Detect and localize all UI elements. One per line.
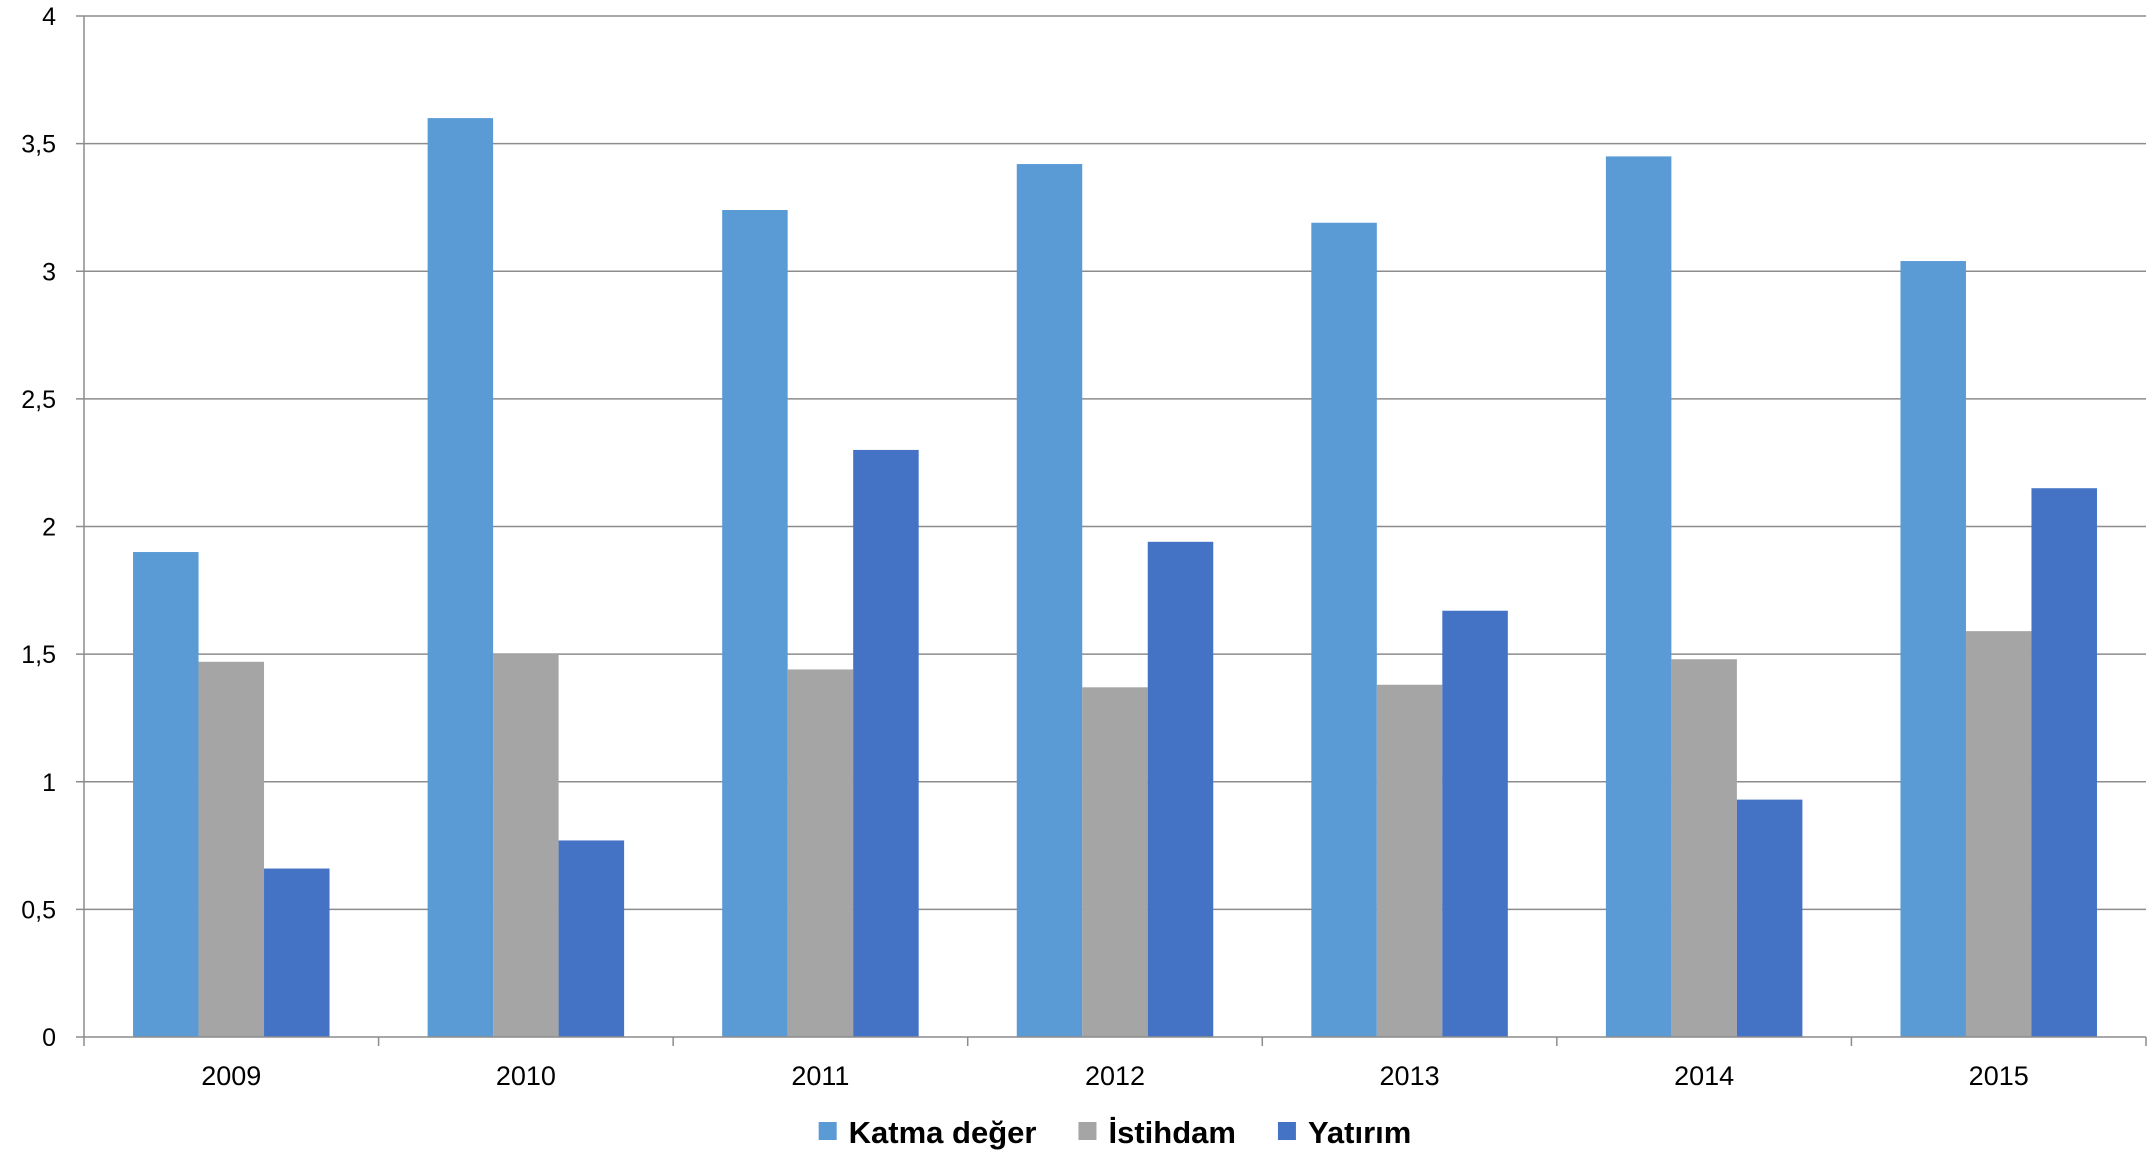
y-tick-label: 2,5 <box>21 386 56 414</box>
legend: Katma değer İstihdam Yatırım <box>818 1115 1411 1150</box>
bar <box>558 840 625 1037</box>
legend-swatch <box>818 1122 837 1140</box>
bar <box>264 868 330 1037</box>
bar <box>1671 659 1737 1037</box>
bar <box>198 661 265 1037</box>
x-tick-label: 2009 <box>201 1061 261 1091</box>
x-tick-label: 2013 <box>1380 1061 1440 1091</box>
bar <box>1376 684 1443 1037</box>
y-tick-label: 2 <box>42 514 56 542</box>
bar <box>2031 488 2097 1037</box>
bar <box>1016 164 1083 1038</box>
legend-swatch <box>1277 1122 1296 1140</box>
bar <box>1311 222 1377 1037</box>
legend-item: Yatırım <box>1277 1115 1411 1150</box>
x-tick-label: 2010 <box>496 1061 556 1091</box>
bar <box>1965 631 2032 1037</box>
x-tick-label: 2011 <box>791 1061 849 1091</box>
bar <box>493 654 559 1037</box>
bar <box>427 118 494 1038</box>
legend-item: Katma değer <box>818 1115 1037 1150</box>
y-tick-label: 0,5 <box>21 896 56 924</box>
axes: 0 0,5 1 1,5 2 2,5 3 3,5 4 2009 2010 2011 2012 2013 201… <box>21 3 2147 1091</box>
y-tick-label: 1,5 <box>21 641 56 669</box>
bar <box>1147 541 1214 1037</box>
x-tick-label: 2014 <box>1674 1061 1734 1091</box>
bar <box>1605 156 1672 1037</box>
bar <box>1900 261 1966 1037</box>
x-tick-label: 2015 <box>1969 1061 2029 1091</box>
y-tick-label: 1 <box>42 769 56 797</box>
bar <box>1082 687 1148 1037</box>
bar <box>853 449 919 1037</box>
bar <box>722 209 788 1038</box>
legend-item: İstihdam <box>1078 1115 1236 1150</box>
bar <box>1442 610 1508 1037</box>
x-tick-label: 2012 <box>1085 1061 1145 1091</box>
y-tick-label: 3 <box>42 258 56 286</box>
y-tick-label: 4 <box>42 3 56 31</box>
bar <box>1736 799 1803 1037</box>
legend-label: İstihdam <box>1108 1115 1235 1150</box>
bar <box>787 669 854 1037</box>
bar <box>133 552 199 1037</box>
y-tick-label: 3,5 <box>21 131 56 159</box>
y-tick-label: 0 <box>42 1024 56 1052</box>
legend-label: Katma değer <box>849 1115 1037 1150</box>
legend-swatch <box>1078 1122 1097 1140</box>
bars <box>133 118 2097 1038</box>
legend-label: Yatırım <box>1308 1115 1411 1150</box>
